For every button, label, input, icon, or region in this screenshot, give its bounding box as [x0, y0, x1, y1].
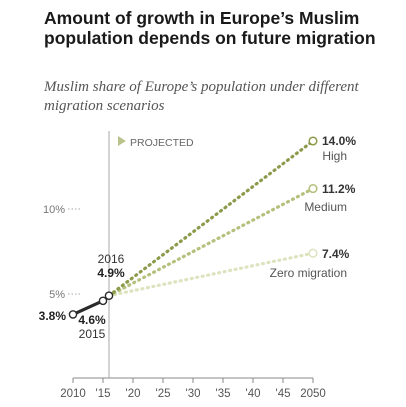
x-tick-label: '20 [126, 388, 141, 400]
data-point-high-2050 [308, 136, 318, 146]
label-zero-name: Zero migration [270, 266, 347, 280]
x-tick-label: 2050 [300, 388, 326, 400]
label-value-2015: 4.6% [78, 313, 106, 327]
label-medium-value: 11.2% [322, 182, 356, 196]
data-point-historical [104, 291, 114, 301]
label-value-2010: 3.8% [39, 309, 67, 323]
x-tick-label: 2010 [60, 388, 86, 400]
chart-subtitle: Muslim share of Europe’s population unde… [44, 79, 359, 114]
label-high-value: 14.0% [322, 134, 356, 148]
label-medium-name: Medium [304, 200, 347, 214]
chart-title: Amount of growth in Europe’s Muslim popu… [44, 8, 376, 48]
label-zero-value: 7.4% [322, 247, 350, 261]
series-line-medium [107, 187, 315, 298]
series-points [68, 136, 318, 319]
data-point-zero-migration-2050 [308, 248, 318, 258]
x-tick-label: '45 [276, 388, 291, 400]
projected-marker-icon [118, 136, 126, 146]
label-value-2016: 4.9% [97, 266, 125, 280]
label-year-2016: 2016 [98, 252, 125, 266]
series-line-high [107, 139, 315, 298]
x-tick-label: '15 [96, 388, 111, 400]
y-tick-label: 10% [43, 204, 65, 216]
label-high-name: High [322, 149, 347, 163]
series-line-zero-migration [107, 251, 315, 298]
gridlines [68, 208, 80, 295]
x-tick-label: '25 [156, 388, 171, 400]
data-point-medium-2050 [308, 184, 318, 194]
data-point-historical [68, 310, 78, 319]
x-tick-label: '40 [246, 388, 261, 400]
axes [72, 131, 314, 383]
projected-label: PROJECTED [130, 137, 194, 149]
x-tick-label: '35 [216, 388, 231, 400]
label-year-2015: 2015 [79, 327, 106, 341]
tick-labels: 5% 10% 2010 '15 '20 '25 '30 '35 '40 '45 2050 [43, 204, 326, 400]
x-tick-label: '30 [186, 388, 201, 400]
y-tick-label: 5% [49, 289, 65, 301]
data-point-historical [98, 296, 108, 306]
